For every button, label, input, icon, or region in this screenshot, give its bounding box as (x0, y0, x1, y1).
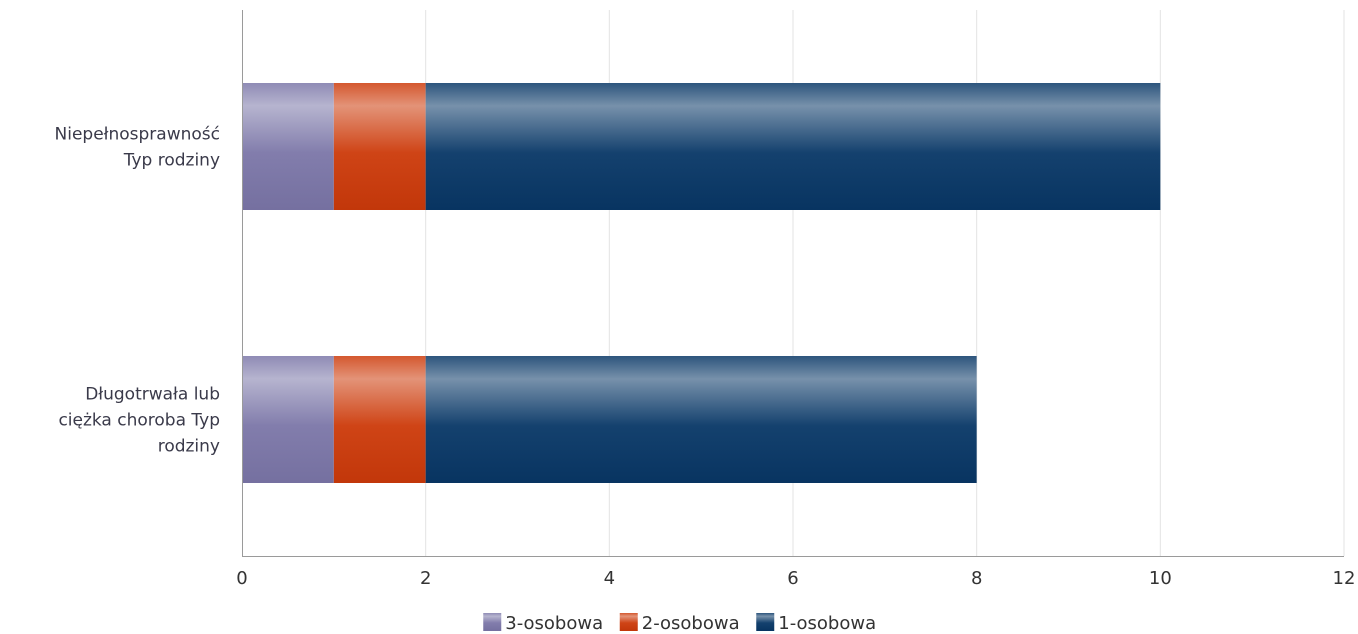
x-tick-10: 10 (1149, 568, 1172, 589)
category-label-line: Typ rodziny (123, 151, 220, 171)
bar-2-osobowa-cat0 (333, 83, 426, 210)
bar-2-osobowa-cat1 (333, 356, 426, 483)
category-labels: Niepełnosprawność Typ rodziny Długotrwała … (55, 125, 221, 457)
bar-1-osobowa-cat0 (425, 83, 1161, 210)
x-tick-6: 6 (787, 568, 798, 589)
legend-label: 3-osobowa (505, 613, 603, 634)
legend-swatch (483, 613, 502, 631)
legend-item-2-osobowa: 2-osobowa (619, 613, 740, 634)
legend-item-3-osobowa: 3-osobowa (483, 613, 603, 634)
x-tick-4: 4 (604, 568, 615, 589)
x-tick-0: 0 (236, 568, 247, 589)
category-label-0: Niepełnosprawność Typ rodziny (55, 125, 221, 171)
bar-3-osobowa-cat0 (242, 83, 334, 210)
axes (242, 10, 1344, 557)
x-tick-12: 12 (1333, 568, 1356, 589)
x-tick-8: 8 (971, 568, 982, 589)
legend-swatch (619, 613, 638, 631)
legend-label: 1-osobowa (778, 613, 876, 634)
x-tick-2: 2 (420, 568, 431, 589)
legend: 3-osobowa 2-osobowa 1-osobowa (483, 613, 876, 634)
bar-3-osobowa-cat1 (242, 356, 334, 483)
bar-1-osobowa-cat1 (425, 356, 977, 483)
legend-swatch (756, 613, 775, 631)
category-label-line: Niepełnosprawność (55, 125, 221, 145)
category-label-line: rodziny (158, 437, 220, 457)
legend-item-1-osobowa: 1-osobowa (756, 613, 876, 634)
category-label-line: ciężka choroba Typ (58, 411, 220, 431)
category-label-line: Długotrwała lub (85, 385, 220, 405)
category-label-1: Długotrwała lub ciężka choroba Typ rodziny (58, 385, 220, 457)
legend-label: 2-osobowa (642, 613, 740, 634)
x-tick-labels: 0 2 4 6 8 10 12 (236, 568, 1355, 589)
bars (242, 83, 1161, 483)
